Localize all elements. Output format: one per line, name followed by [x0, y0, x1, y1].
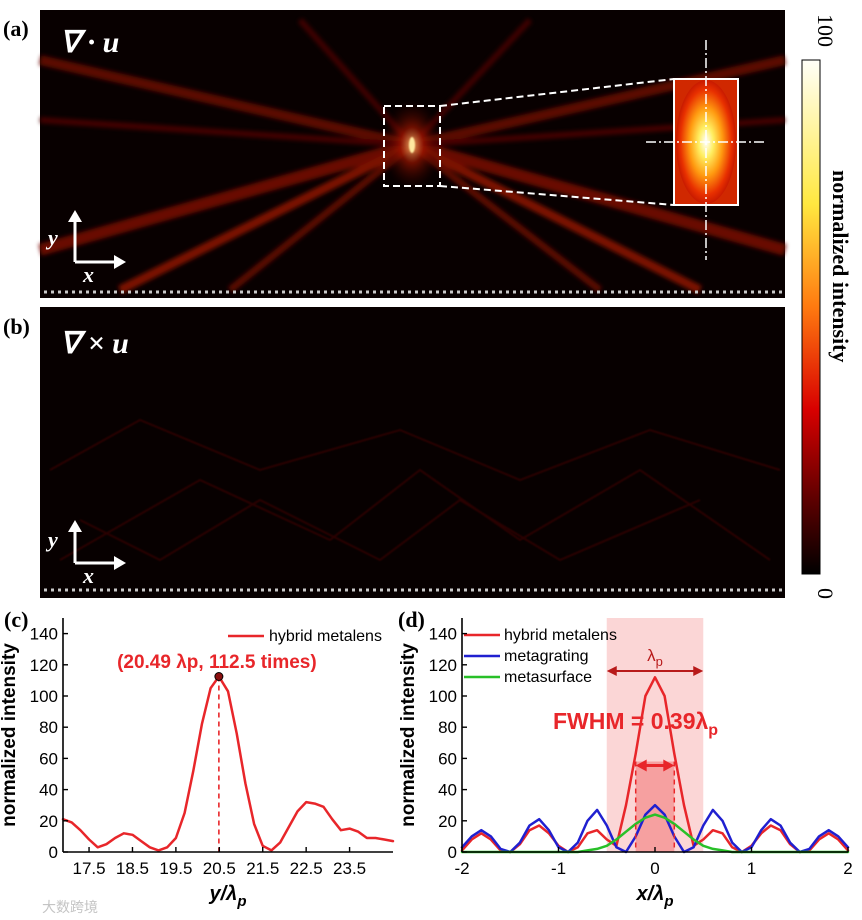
- panel-d-label: (d): [398, 607, 425, 632]
- colorbar-max: 100: [813, 14, 838, 47]
- colorbar-label: normalized intensity: [828, 170, 853, 363]
- wavelength-arrowhead-right: [693, 666, 704, 676]
- y-tick-label: 20: [438, 812, 457, 831]
- legend-label-2: metasurface: [504, 669, 592, 686]
- y-tick-label: 40: [39, 781, 58, 800]
- fwhm-arrowhead-left: [635, 759, 647, 772]
- y-tick-label: 0: [448, 843, 457, 862]
- fwhm-arrowhead-right: [663, 759, 675, 772]
- panel-b-noise: [49, 418, 781, 562]
- colorbar-min: 0: [813, 588, 838, 599]
- panel-b-operator: ∇ × u: [60, 327, 129, 360]
- y-axis-label: normalized intensity: [0, 643, 20, 827]
- x-tick-label: 0: [650, 859, 659, 878]
- watermark: 大数跨境: [42, 899, 98, 915]
- x-axis-label: x/λp: [636, 883, 674, 910]
- y-tick-label: 120: [429, 656, 457, 675]
- x-tick-label: 23.5: [333, 859, 366, 878]
- legend-label-0: hybrid metalens: [504, 627, 617, 644]
- fwhm-label: FWHM = 0.39λp: [553, 708, 718, 739]
- panel-b-label: (b): [3, 314, 30, 339]
- wavelength-label: λp: [647, 646, 663, 669]
- series-line-0: [460, 676, 850, 854]
- x-tick-label: 17.5: [73, 859, 106, 878]
- y-tick-label: 140: [30, 625, 58, 644]
- x-tick-label: 22.5: [290, 859, 323, 878]
- wavelength-arrowhead-left: [606, 666, 617, 676]
- panel-b-axis-arrows: [68, 520, 126, 570]
- y-tick-label: 0: [49, 843, 58, 862]
- panel-d: (d) λp FWHM = 0.39λp hybrid metalens metagr…: [398, 607, 853, 910]
- panel-b: (b) ∇ × u y x: [3, 307, 785, 598]
- panel-a-x-axis-label: x: [82, 262, 94, 287]
- x-tick-label: -2: [454, 859, 469, 878]
- panel-d-plot: λp FWHM = 0.39λp hybrid metalens metagratin…: [398, 618, 853, 910]
- panel-a-y-axis-label: y: [45, 225, 58, 250]
- series-line-0: [61, 675, 395, 852]
- y-tick-label: 20: [39, 812, 58, 831]
- x-tick-label: 20.5: [203, 859, 236, 878]
- colorbar: 100 0 normalized intensity: [801, 14, 853, 599]
- panel-c-plot: (20.49 λp, 112.5 times) hybrid metalens 0 2…: [0, 618, 395, 910]
- panel-a-zoom-box: [383, 105, 441, 187]
- peak-annotation: (20.49 λp, 112.5 times): [117, 652, 317, 673]
- y-tick-label: 80: [438, 718, 457, 737]
- panel-c: (c) (20.49 λp, 112.5 times) hybrid metale…: [0, 607, 395, 910]
- peak-marker: [214, 672, 224, 681]
- y-tick-label: 60: [39, 749, 58, 768]
- y-tick-label: 140: [429, 625, 457, 644]
- y-tick-label: 40: [438, 781, 457, 800]
- legend-label-1: metagrating: [504, 648, 589, 665]
- panel-a-axis-arrows: [68, 210, 126, 269]
- series-line-2: [460, 813, 850, 854]
- panel-a-operator: ∇ · u: [60, 26, 119, 59]
- panel-a: (a) ∇ · u y x: [3, 10, 787, 298]
- panel-c-label: (c): [4, 607, 28, 632]
- y-tick-label: 80: [39, 718, 58, 737]
- panel-a-label: (a): [3, 16, 29, 41]
- y-tick-label: 120: [30, 656, 58, 675]
- x-tick-label: 18.5: [116, 859, 149, 878]
- y-axis-label: normalized intensity: [398, 643, 419, 827]
- x-axis-label: y/λp: [209, 883, 247, 910]
- x-tick-label: 2: [843, 859, 852, 878]
- legend-label: hybrid metalens: [269, 628, 382, 645]
- x-tick-label: 21.5: [246, 859, 279, 878]
- x-tick-label: 1: [747, 859, 756, 878]
- x-tick-label: -1: [551, 859, 566, 878]
- panel-b-x-axis-label: x: [82, 563, 94, 588]
- panel-b-y-axis-label: y: [45, 527, 58, 552]
- y-tick-label: 100: [30, 687, 58, 706]
- y-tick-label: 60: [438, 749, 457, 768]
- series-line-1: [460, 803, 850, 854]
- colorbar-gradient: [801, 59, 821, 575]
- panel-b-field-map: [40, 307, 785, 598]
- y-tick-label: 100: [429, 687, 457, 706]
- x-tick-label: 19.5: [159, 859, 192, 878]
